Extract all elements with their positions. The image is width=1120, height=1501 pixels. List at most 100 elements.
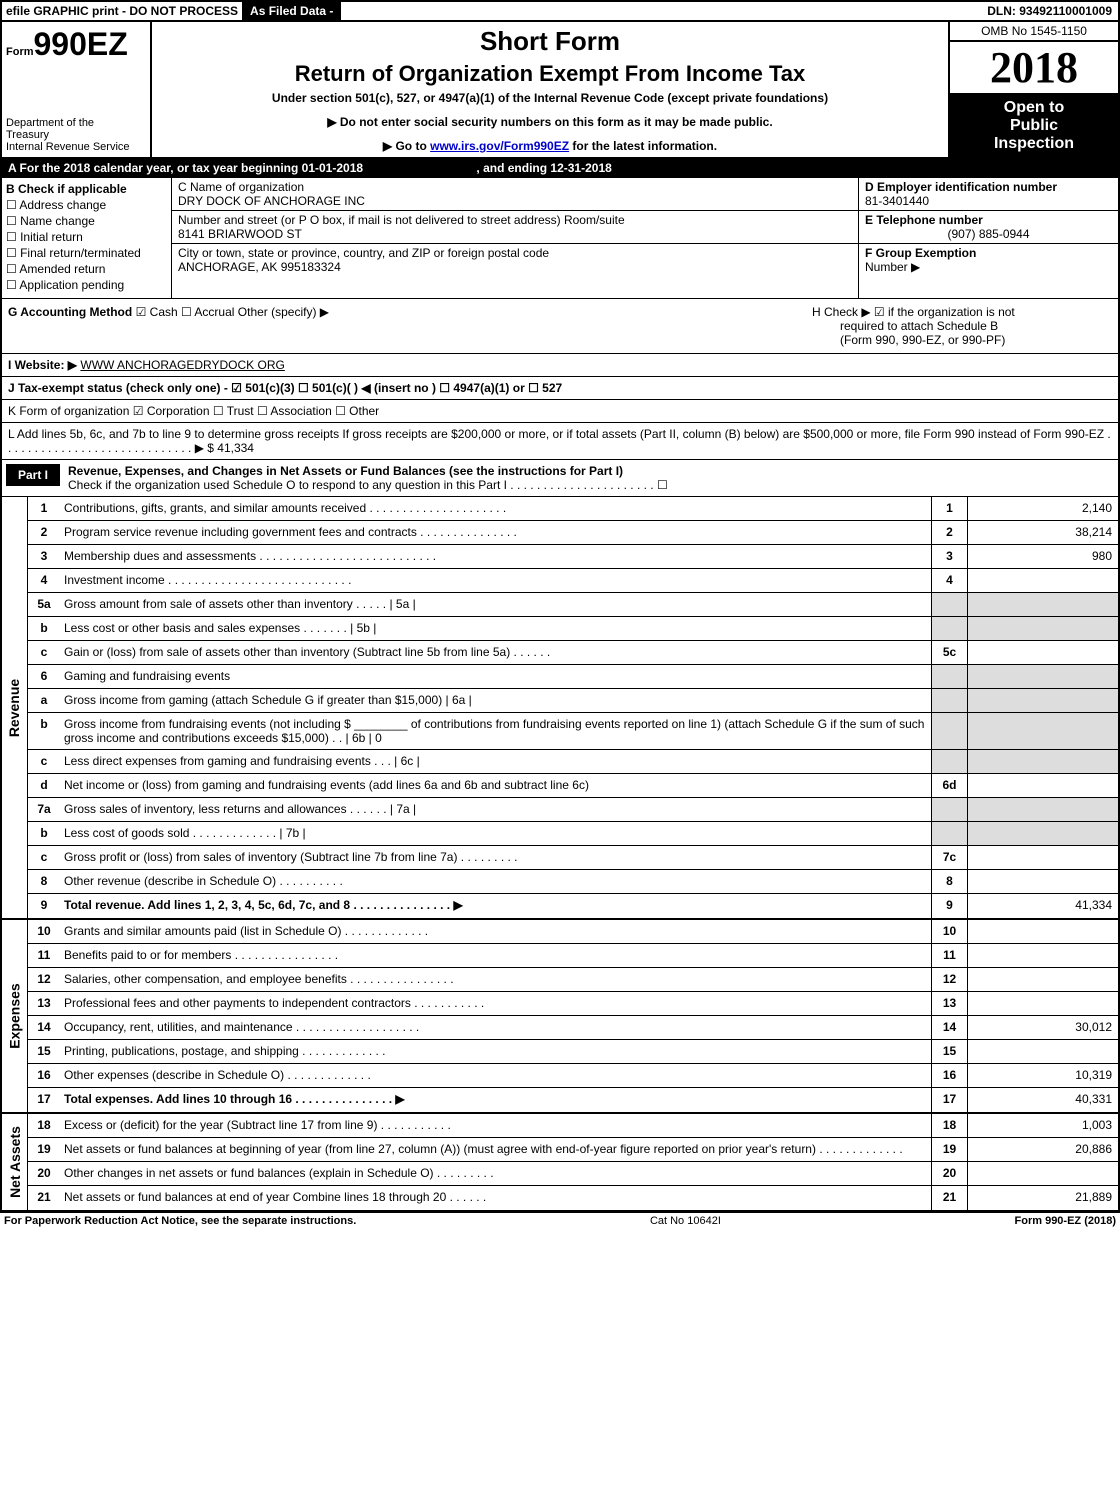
line-amount	[968, 774, 1118, 797]
line-row: 11Benefits paid to or for members . . . …	[28, 944, 1118, 968]
col-c-name-address: C Name of organization DRY DOCK OF ANCHO…	[172, 178, 858, 298]
under-section: Under section 501(c), 527, or 4947(a)(1)…	[160, 91, 940, 105]
d-ein: D Employer identification number 81-3401…	[859, 178, 1118, 211]
line-ref: 6d	[932, 774, 968, 797]
part-1-header: Part I Revenue, Expenses, and Changes in…	[0, 460, 1120, 497]
line-ref: 1	[932, 497, 968, 520]
form-header: Form990EZ Department of the Treasury Int…	[0, 22, 1120, 159]
line-description: Less direct expenses from gaming and fun…	[60, 750, 932, 773]
line-row: 19Net assets or fund balances at beginni…	[28, 1138, 1118, 1162]
irs-link[interactable]: www.irs.gov/Form990EZ	[430, 139, 569, 153]
c-label: C Name of organization	[178, 180, 304, 194]
line-description: Gross sales of inventory, less returns a…	[60, 798, 932, 821]
line-ref	[932, 689, 968, 712]
h-line1: H Check ▶ ☑ if the organization is not	[812, 305, 1112, 319]
line-number: 18	[28, 1114, 60, 1137]
city-label: City or town, state or province, country…	[178, 246, 549, 260]
chk-name-change[interactable]: ☐ Name change	[6, 214, 167, 228]
line-number: 12	[28, 968, 60, 991]
line-row: 18Excess or (deficit) for the year (Subt…	[28, 1114, 1118, 1138]
form-prefix: Form	[6, 46, 34, 58]
line-number: 16	[28, 1064, 60, 1087]
line-description: Salaries, other compensation, and employ…	[60, 968, 932, 991]
department: Department of the Treasury Internal Reve…	[6, 117, 146, 153]
open-public: Open to Public Inspection	[950, 95, 1118, 157]
line-description: Gain or (loss) from sale of assets other…	[60, 641, 932, 664]
line-number: 2	[28, 521, 60, 544]
line-amount: 10,319	[968, 1064, 1118, 1087]
line-number: b	[28, 713, 60, 749]
line-number: 5a	[28, 593, 60, 616]
line-number: 9	[28, 894, 60, 918]
line-number: 17	[28, 1088, 60, 1112]
h-line2: required to attach Schedule B	[812, 319, 1112, 333]
line-description: Less cost of goods sold . . . . . . . . …	[60, 822, 932, 845]
line-row: dNet income or (loss) from gaming and fu…	[28, 774, 1118, 798]
k-value: K Form of organization ☑ Corporation ☐ T…	[8, 404, 379, 418]
line-amount	[968, 920, 1118, 943]
line-ref: 12	[932, 968, 968, 991]
f-label2: Number ▶	[865, 260, 920, 274]
omb-number: OMB No 1545-1150	[950, 22, 1118, 42]
open-line3: Inspection	[954, 135, 1114, 153]
section-label-text: Expenses	[7, 983, 23, 1048]
line-ref: 20	[932, 1162, 968, 1185]
header-mid: Short Form Return of Organization Exempt…	[152, 22, 948, 157]
line-description: Gaming and fundraising events	[60, 665, 932, 688]
row-k-form-org: K Form of organization ☑ Corporation ☐ T…	[0, 400, 1120, 423]
line-description: Other expenses (describe in Schedule O) …	[60, 1064, 932, 1087]
line-description: Occupancy, rent, utilities, and maintena…	[60, 1016, 932, 1039]
line-row: 9Total revenue. Add lines 1, 2, 3, 4, 5c…	[28, 894, 1118, 918]
line-description: Printing, publications, postage, and shi…	[60, 1040, 932, 1063]
addr-label: Number and street (or P O box, if mail i…	[178, 213, 625, 227]
chk-initial-return[interactable]: ☐ Initial return	[6, 230, 167, 244]
line-number: b	[28, 617, 60, 640]
part-1-title-block: Revenue, Expenses, and Changes in Net As…	[64, 460, 1118, 496]
line-row: aGross income from gaming (attach Schedu…	[28, 689, 1118, 713]
ssn-notice: ▶ Do not enter social security numbers o…	[160, 115, 940, 129]
row-i-website: I Website: ▶ WWW ANCHORAGEDRYDOCK ORG	[0, 354, 1120, 377]
dept-line1: Department of the	[6, 117, 146, 129]
line-amount	[968, 750, 1118, 773]
line-amount: 38,214	[968, 521, 1118, 544]
row-a-begin: A For the 2018 calendar year, or tax yea…	[8, 161, 363, 175]
line-description: Gross profit or (loss) from sales of inv…	[60, 846, 932, 869]
l-value: L Add lines 5b, 6c, and 7b to line 9 to …	[8, 427, 1111, 455]
row-j-tax-exempt: J Tax-exempt status (check only one) - ☑…	[0, 377, 1120, 400]
section-label: Revenue	[2, 497, 28, 918]
section-label: Expenses	[2, 920, 28, 1112]
line-description: Program service revenue including govern…	[60, 521, 932, 544]
line-amount	[968, 992, 1118, 1015]
col-def: D Employer identification number 81-3401…	[858, 178, 1118, 298]
goto-pre: ▶ Go to	[383, 139, 430, 153]
footer-form-no: Form 990-EZ (2018)	[1015, 1215, 1116, 1227]
line-ref	[932, 617, 968, 640]
g-accounting: G Accounting Method ☑ Cash ☐ Accrual Oth…	[8, 305, 812, 347]
line-description: Membership dues and assessments . . . . …	[60, 545, 932, 568]
line-ref	[932, 750, 968, 773]
line-ref: 11	[932, 944, 968, 967]
line-ref: 15	[932, 1040, 968, 1063]
line-amount: 20,886	[968, 1138, 1118, 1161]
line-ref	[932, 665, 968, 688]
h-schedule-b: H Check ▶ ☑ if the organization is not r…	[812, 305, 1112, 347]
chk-amended-return[interactable]: ☐ Amended return	[6, 262, 167, 276]
line-description: Net income or (loss) from gaming and fun…	[60, 774, 932, 797]
line-amount: 1,003	[968, 1114, 1118, 1137]
line-row: 21Net assets or fund balances at end of …	[28, 1186, 1118, 1210]
h-line3: (Form 990, 990-EZ, or 990-PF)	[812, 333, 1112, 347]
chk-final-return[interactable]: ☐ Final return/terminated	[6, 246, 167, 260]
line-amount	[968, 870, 1118, 893]
line-ref	[932, 822, 968, 845]
line-number: 14	[28, 1016, 60, 1039]
chk-address-change[interactable]: ☐ Address change	[6, 198, 167, 212]
chk-application-pending[interactable]: ☐ Application pending	[6, 278, 167, 292]
section-revenue: Revenue1Contributions, gifts, grants, an…	[0, 497, 1120, 920]
footer-left: For Paperwork Reduction Act Notice, see …	[4, 1215, 356, 1227]
page-footer: For Paperwork Reduction Act Notice, see …	[0, 1212, 1120, 1229]
as-filed-label: As Filed Data -	[242, 2, 341, 20]
line-amount: 40,331	[968, 1088, 1118, 1112]
goto-notice: ▶ Go to www.irs.gov/Form990EZ for the la…	[160, 139, 940, 153]
lines-body: 10Grants and similar amounts paid (list …	[28, 920, 1118, 1112]
col-b-title: B Check if applicable	[6, 182, 127, 196]
